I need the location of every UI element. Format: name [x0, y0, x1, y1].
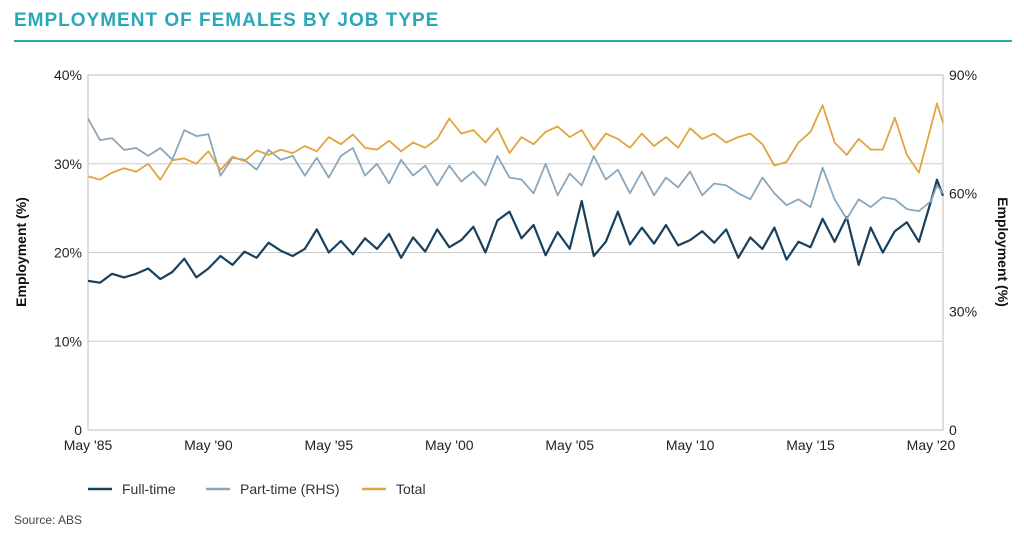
legend-label: Total — [396, 481, 426, 497]
y-tick-label-left: 10% — [54, 333, 82, 349]
legend-label: Part-time (RHS) — [240, 481, 340, 497]
x-tick-label: May '10 — [666, 437, 715, 453]
y-tick-label-right: 30% — [949, 304, 977, 320]
x-tick-label: May '00 — [425, 437, 474, 453]
legend: Full-time Part-time (RHS) Total — [88, 481, 426, 497]
y-tick-label-left: 30% — [54, 156, 82, 172]
y-axis-label-left: Employment (%) — [13, 197, 29, 307]
y-tick-label-left: 20% — [54, 245, 82, 261]
x-tick-label: May '85 — [64, 437, 113, 453]
series-line-total — [87, 102, 944, 181]
x-tick-label: May '95 — [305, 437, 354, 453]
series-line-full-time — [87, 178, 945, 284]
legend-label: Full-time — [122, 481, 176, 497]
y-tick-label-left: 40% — [54, 67, 82, 83]
y-tick-label-right: 0 — [949, 422, 957, 438]
y-tick-label-left: 0 — [74, 422, 82, 438]
x-tick-label: May '20 — [907, 437, 956, 453]
gridlines — [87, 74, 944, 431]
chart-title: EMPLOYMENT OF FEMALES BY JOB TYPE — [14, 10, 440, 31]
axes: 0 10% 20% 30% 40% 0 30% 60% 90% May '85 May '90 May… — [54, 67, 977, 453]
x-tick-label: May '90 — [184, 437, 233, 453]
title-divider — [14, 40, 1012, 42]
x-tick-label: May '05 — [545, 437, 594, 453]
series-line-part-time-rhs — [87, 117, 944, 220]
y-tick-label-right: 60% — [949, 185, 977, 201]
series-lines — [87, 102, 945, 284]
y-axis-label-right: Employment (%) — [995, 197, 1011, 307]
y-tick-label-right: 90% — [949, 67, 977, 83]
source-note: Source: ABS — [14, 513, 83, 527]
x-tick-label: May '15 — [786, 437, 835, 453]
